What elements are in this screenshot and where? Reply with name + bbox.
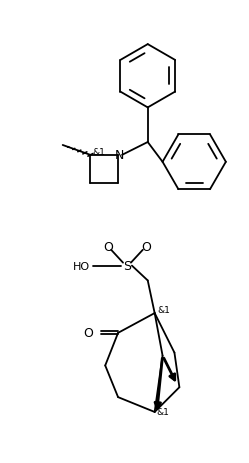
Text: S: S xyxy=(123,260,131,273)
Text: &1: &1 xyxy=(158,306,171,314)
Text: HO: HO xyxy=(73,261,90,271)
Text: O: O xyxy=(83,326,93,340)
Text: &1: &1 xyxy=(92,148,105,156)
Text: &1: &1 xyxy=(157,407,170,416)
Text: O: O xyxy=(141,241,151,254)
Text: N: N xyxy=(114,149,124,162)
Text: O: O xyxy=(103,241,113,254)
